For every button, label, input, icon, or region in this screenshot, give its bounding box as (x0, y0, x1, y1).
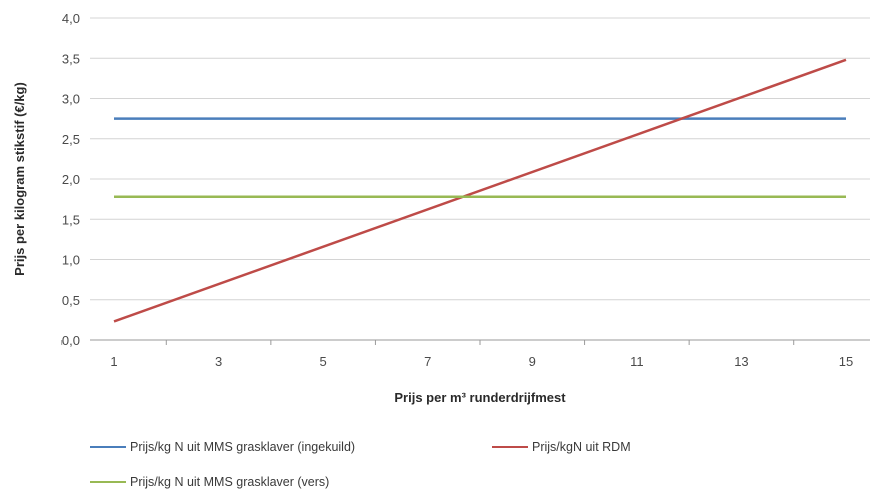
x-tick-label: 11 (630, 354, 644, 369)
legend-swatch-ingekuild (90, 446, 126, 448)
legend-item-ingekuild: Prijs/kg N uit MMS grasklaver (ingekuild… (90, 440, 355, 454)
legend-label-vers: Prijs/kg N uit MMS grasklaver (vers) (130, 475, 330, 489)
x-tick-label: 5 (320, 354, 327, 369)
legend-item-vers: Prijs/kg N uit MMS grasklaver (vers) (90, 475, 329, 489)
legend-label-ingekuild: Prijs/kg N uit MMS grasklaver (ingekuild… (130, 440, 356, 454)
y-tick-label: 4,0 (62, 11, 80, 26)
legend-label-rdm: Prijs/kgN uit RDM (532, 440, 631, 454)
y-tick-label: 0,0 (62, 333, 80, 348)
x-tick-label: 9 (529, 354, 536, 369)
line-chart: 0,00,51,01,52,02,53,03,54,0 1 3 5 7 9 11 13 15 … (12, 11, 870, 405)
x-tick-label: 1 (110, 354, 117, 369)
series-lines (113, 58, 847, 323)
legend-swatch-rdm (492, 446, 528, 448)
y-tick-label: 3,0 (62, 92, 80, 107)
y-tick-label: 1,5 (62, 212, 80, 227)
x-tick-label: 13 (734, 354, 748, 369)
x-axis: 1 3 5 7 9 11 13 15 (61, 340, 853, 369)
x-tick-label: 3 (215, 354, 222, 369)
series-line-2 (113, 58, 847, 323)
legend-item-rdm: Prijs/kgN uit RDM (492, 440, 631, 454)
x-tick-label: 7 (424, 354, 431, 369)
gridlines (90, 17, 870, 341)
y-tick-labels: 0,0 0,5 1,0 1,5 2,0 2,5 3,0 3,5 4,0 (62, 11, 80, 348)
y-tick-label: 2,0 (62, 172, 80, 187)
y-tick-label: 0,5 (62, 293, 80, 308)
y-tick-label: 3,5 (62, 51, 80, 66)
x-axis-title: Prijs per m³ runderdrijfmest (394, 390, 566, 405)
legend-swatch-vers (90, 481, 126, 483)
x-tick-label: 15 (839, 354, 853, 369)
y-tick-label: 1,0 (62, 253, 80, 268)
y-axis-title: Prijs per kilogram stikstif (€/kg) (12, 82, 27, 276)
y-tick-label: 2,5 (62, 132, 80, 147)
